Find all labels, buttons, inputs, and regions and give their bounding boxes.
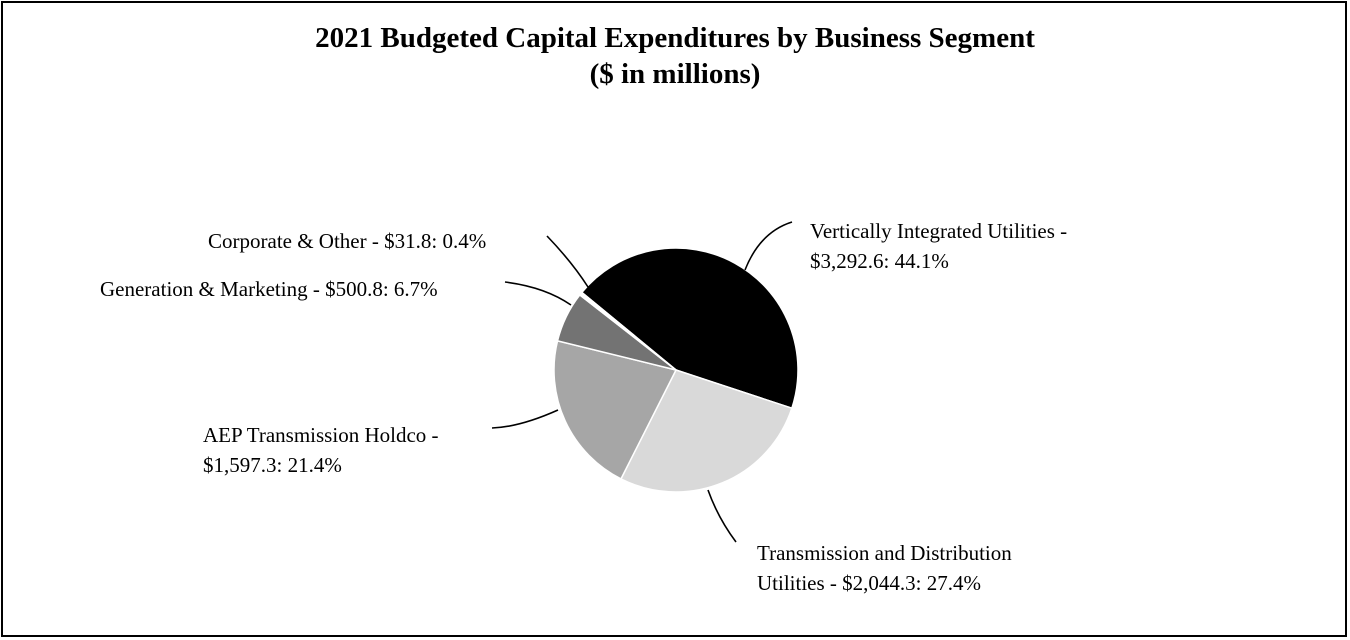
data-label-transmission-and-distribution-utilities: Transmission and Distribution Utilities -… — [757, 541, 1012, 595]
pie-slice-corporate-and-other — [578, 291, 677, 371]
data-label-line: Vertically Integrated Utilities - — [810, 219, 1067, 243]
data-label-line: Corporate & Other - $31.8: 0.4% — [208, 229, 486, 253]
data-label-aep-transmission-holdco: AEP Transmission Holdco - $1,597.3: 21.4% — [203, 423, 439, 477]
data-label-line: Utilities - $2,044.3: 27.4% — [757, 571, 981, 595]
data-label-line: Transmission and Distribution — [757, 541, 1012, 565]
data-label-vertically-integrated-utilities: Vertically Integrated Utilities - $3,292.… — [810, 219, 1067, 273]
leader-line-transmission-and-distribution-utilities — [707, 489, 737, 543]
chart-title-block: 2021 Budgeted Capital Expenditures by Bu… — [0, 20, 1350, 92]
data-label-line: $3,292.6: 44.1% — [810, 249, 949, 273]
leader-line-vertically-integrated-utilities — [744, 221, 793, 271]
data-label-line: $1,597.3: 21.4% — [203, 453, 342, 477]
pie-slice-transmission-and-distribution-utilities — [619, 369, 793, 493]
chart-title: 2021 Budgeted Capital Expenditures by Bu… — [315, 22, 1035, 54]
data-label-line: Generation & Marketing - $500.8: 6.7% — [100, 277, 438, 301]
leader-line-aep-transmission-holdco — [491, 409, 559, 429]
data-label-line: AEP Transmission Holdco - — [203, 423, 439, 447]
pie-slice-aep-transmission-holdco — [553, 339, 678, 480]
leader-line-generation-and-marketing — [504, 281, 572, 306]
chart-subtitle: ($ in millions) — [589, 58, 761, 90]
data-label-generation-and-marketing: Generation & Marketing - $500.8: 6.7% — [100, 277, 438, 301]
data-label-corporate-and-other: Corporate & Other - $31.8: 0.4% — [208, 229, 486, 253]
leader-line-corporate-and-other — [546, 235, 589, 288]
pie-slice-vertically-integrated-utilities — [580, 247, 799, 410]
